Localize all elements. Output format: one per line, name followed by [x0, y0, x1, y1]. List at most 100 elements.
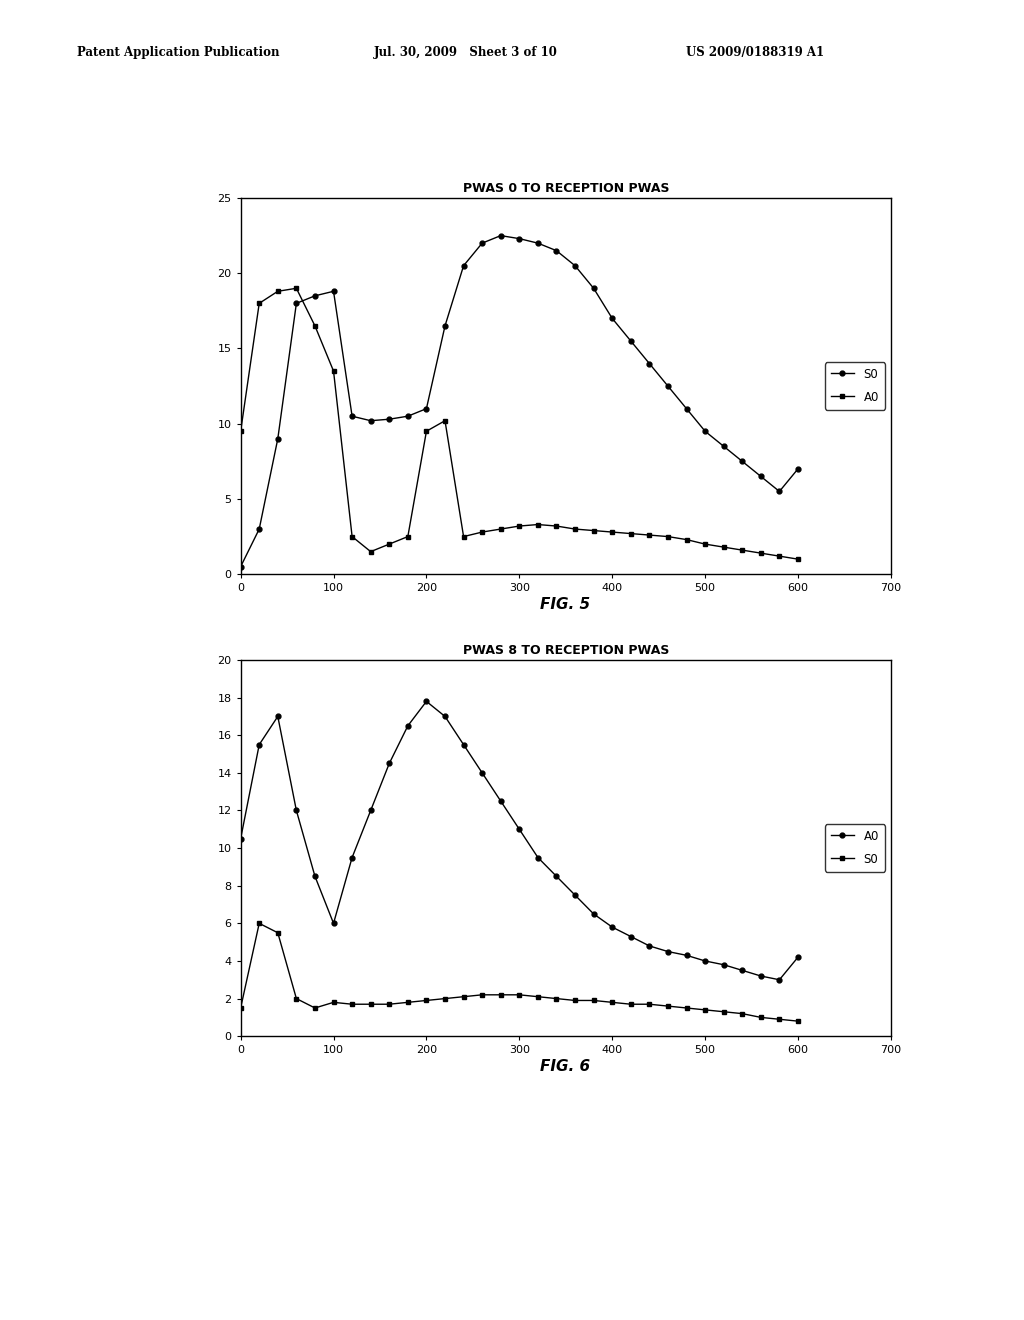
A0 — [755, 545, 767, 561]
S0 — [755, 1010, 767, 1026]
A0 — [550, 519, 562, 535]
S0 — [699, 1002, 712, 1018]
A0 — [328, 916, 340, 932]
S0 — [550, 990, 562, 1006]
A0 — [383, 755, 395, 771]
A0 — [328, 363, 340, 379]
S0 — [755, 469, 767, 484]
S0 — [569, 257, 582, 273]
S0 — [792, 461, 804, 477]
S0 — [662, 998, 674, 1014]
A0 — [773, 548, 785, 564]
S0 — [680, 1001, 692, 1016]
A0 — [736, 962, 749, 978]
S0 — [680, 401, 692, 417]
S0 — [328, 994, 340, 1010]
A0 — [792, 949, 804, 965]
A0 — [346, 850, 358, 866]
A0 — [718, 957, 730, 973]
A0 — [420, 693, 432, 709]
S0 — [365, 997, 377, 1012]
S0 — [662, 379, 674, 395]
A0 — [606, 919, 618, 935]
A0 — [346, 529, 358, 545]
Line: S0: S0 — [239, 234, 801, 569]
S0 — [290, 296, 302, 312]
A0 — [495, 521, 507, 537]
A0 — [569, 521, 582, 537]
S0 — [643, 355, 655, 371]
S0 — [253, 521, 265, 537]
S0 — [736, 454, 749, 470]
S0 — [588, 993, 600, 1008]
S0 — [773, 483, 785, 499]
A0 — [718, 539, 730, 554]
S0 — [309, 1001, 322, 1016]
A0 — [531, 516, 544, 532]
A0 — [773, 972, 785, 987]
A0 — [792, 552, 804, 568]
A0 — [699, 536, 712, 552]
A0 — [662, 529, 674, 545]
A0 — [420, 424, 432, 440]
S0 — [550, 243, 562, 259]
A0 — [550, 869, 562, 884]
S0 — [439, 990, 452, 1006]
S0 — [476, 235, 488, 251]
A0 — [439, 413, 452, 429]
A0 — [643, 527, 655, 543]
A0 — [625, 525, 637, 541]
S0 — [383, 412, 395, 428]
A0 — [309, 869, 322, 884]
S0 — [271, 925, 284, 941]
A0 — [365, 544, 377, 560]
A0 — [531, 850, 544, 866]
A0 — [699, 953, 712, 969]
S0 — [792, 1014, 804, 1030]
Line: A0: A0 — [239, 700, 801, 982]
S0 — [401, 408, 414, 424]
S0 — [718, 1003, 730, 1019]
S0 — [234, 1001, 247, 1016]
A0 — [401, 718, 414, 734]
A0 — [606, 524, 618, 540]
S0 — [253, 916, 265, 932]
S0 — [439, 318, 452, 334]
Text: FIG. 6: FIG. 6 — [541, 1059, 590, 1073]
Title: PWAS 0 TO RECEPTION PWAS: PWAS 0 TO RECEPTION PWAS — [463, 182, 669, 195]
Title: PWAS 8 TO RECEPTION PWAS: PWAS 8 TO RECEPTION PWAS — [463, 644, 669, 657]
S0 — [365, 413, 377, 429]
A0 — [290, 280, 302, 296]
S0 — [513, 987, 525, 1003]
S0 — [588, 280, 600, 296]
A0 — [271, 284, 284, 300]
Line: A0: A0 — [239, 286, 801, 561]
S0 — [401, 994, 414, 1010]
S0 — [606, 310, 618, 326]
A0 — [458, 737, 470, 752]
A0 — [736, 543, 749, 558]
A0 — [680, 532, 692, 548]
S0 — [773, 1011, 785, 1027]
S0 — [346, 408, 358, 424]
Legend: S0, A0: S0, A0 — [824, 363, 885, 409]
A0 — [755, 968, 767, 983]
S0 — [718, 438, 730, 454]
S0 — [458, 989, 470, 1005]
S0 — [309, 288, 322, 304]
A0 — [476, 766, 488, 781]
S0 — [606, 994, 618, 1010]
S0 — [271, 430, 284, 446]
Line: S0: S0 — [239, 921, 801, 1023]
S0 — [569, 993, 582, 1008]
S0 — [420, 401, 432, 417]
S0 — [736, 1006, 749, 1022]
S0 — [346, 997, 358, 1012]
A0 — [625, 928, 637, 944]
A0 — [383, 536, 395, 552]
A0 — [365, 803, 377, 818]
Legend: A0, S0: A0, S0 — [824, 825, 885, 871]
S0 — [625, 333, 637, 348]
S0 — [290, 990, 302, 1006]
S0 — [531, 235, 544, 251]
